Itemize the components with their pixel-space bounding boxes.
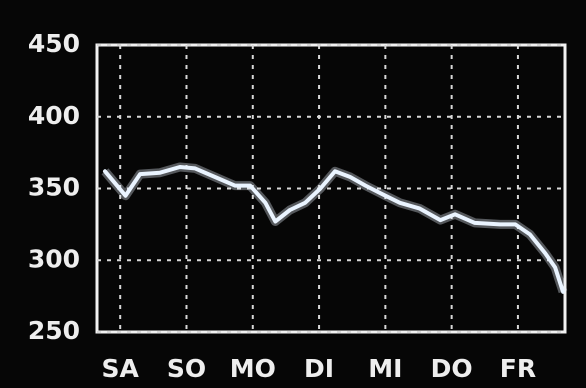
y-tick-label: 300 (28, 244, 80, 273)
y-tick-label: 350 (28, 173, 80, 202)
y-tick-label: 400 (28, 101, 80, 130)
x-tick-label: MO (230, 354, 276, 383)
y-tick-label: 450 (28, 29, 80, 58)
x-tick-label: SO (167, 354, 206, 383)
data-line (103, 165, 565, 294)
x-tick-label: MI (368, 354, 402, 383)
x-tick-label: DI (304, 354, 334, 383)
x-tick-label: FR (500, 354, 536, 383)
x-tick-label: SA (102, 354, 140, 383)
x-tick-label: DO (431, 354, 473, 383)
y-tick-label: 250 (28, 316, 80, 345)
